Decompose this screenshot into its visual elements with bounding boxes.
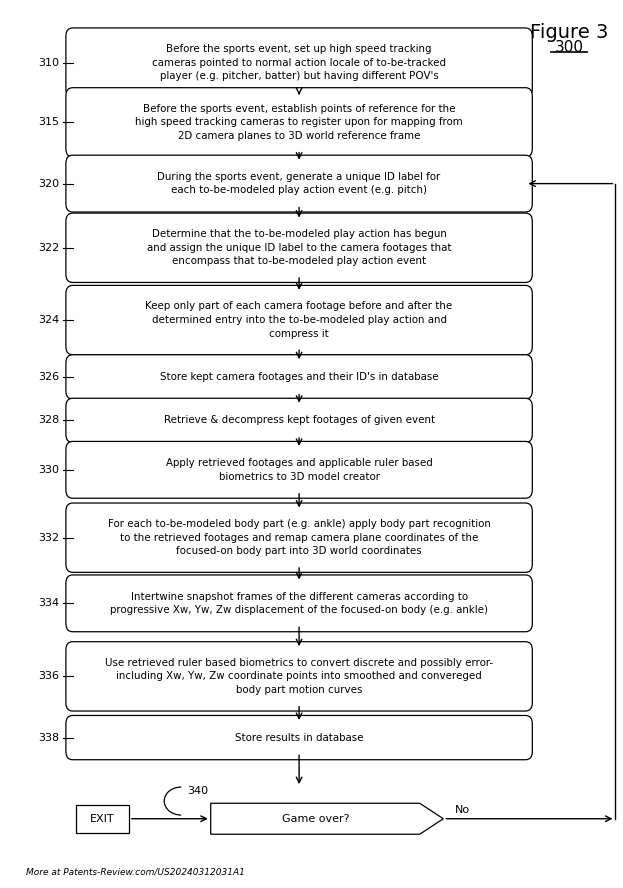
Text: 322: 322 [38,242,59,253]
FancyBboxPatch shape [66,398,532,442]
Text: 334: 334 [38,599,59,608]
Text: 330: 330 [38,464,59,475]
Text: Before the sports event, set up high speed tracking
cameras pointed to normal ac: Before the sports event, set up high spe… [152,44,446,81]
Text: 300: 300 [554,40,583,55]
FancyBboxPatch shape [66,575,532,631]
Text: 332: 332 [38,533,59,543]
FancyBboxPatch shape [66,28,532,98]
Polygon shape [211,804,444,834]
FancyBboxPatch shape [66,213,532,282]
Text: 320: 320 [38,178,59,188]
FancyBboxPatch shape [66,441,532,498]
Text: Before the sports event, establish points of reference for the
high speed tracki: Before the sports event, establish point… [135,104,463,141]
FancyBboxPatch shape [66,716,532,760]
Text: 324: 324 [38,315,59,325]
Text: Determine that the to-be-modeled play action has begun
and assign the unique ID : Determine that the to-be-modeled play ac… [147,229,451,266]
FancyBboxPatch shape [66,503,532,573]
Text: 336: 336 [38,671,59,681]
FancyBboxPatch shape [66,88,532,157]
Text: More at Patents-Review.com/US20240312031A1: More at Patents-Review.com/US20240312031… [26,868,245,876]
Text: Use retrieved ruler based biometrics to convert discrete and possibly error-
inc: Use retrieved ruler based biometrics to … [105,658,493,695]
FancyBboxPatch shape [66,285,532,354]
Text: 340: 340 [187,786,208,796]
Text: 338: 338 [38,733,59,742]
FancyBboxPatch shape [66,642,532,711]
Text: EXIT: EXIT [90,813,115,824]
Text: 326: 326 [38,372,59,382]
Text: Store results in database: Store results in database [235,733,363,742]
Text: 328: 328 [38,416,59,425]
Text: No: No [454,805,470,815]
FancyBboxPatch shape [76,805,129,833]
Text: For each to-be-modeled body part (e.g. ankle) apply body part recognition
to the: For each to-be-modeled body part (e.g. a… [108,519,490,556]
Text: 310: 310 [38,58,59,67]
Text: Store kept camera footages and their ID's in database: Store kept camera footages and their ID'… [159,372,439,382]
Text: Keep only part of each camera footage before and after the
determined entry into: Keep only part of each camera footage be… [146,301,453,338]
Text: Figure 3: Figure 3 [530,23,608,42]
Text: Intertwine snapshot frames of the different cameras according to
progressive Xw,: Intertwine snapshot frames of the differ… [110,591,488,615]
Text: During the sports event, generate a unique ID label for
each to-be-modeled play : During the sports event, generate a uniq… [158,171,440,195]
FancyBboxPatch shape [66,354,532,399]
FancyBboxPatch shape [66,155,532,212]
Text: Game over?: Game over? [282,813,350,824]
Text: Retrieve & decompress kept footages of given event: Retrieve & decompress kept footages of g… [163,416,435,425]
Text: Apply retrieved footages and applicable ruler based
biometrics to 3D model creat: Apply retrieved footages and applicable … [166,458,432,481]
Text: 315: 315 [38,117,59,127]
